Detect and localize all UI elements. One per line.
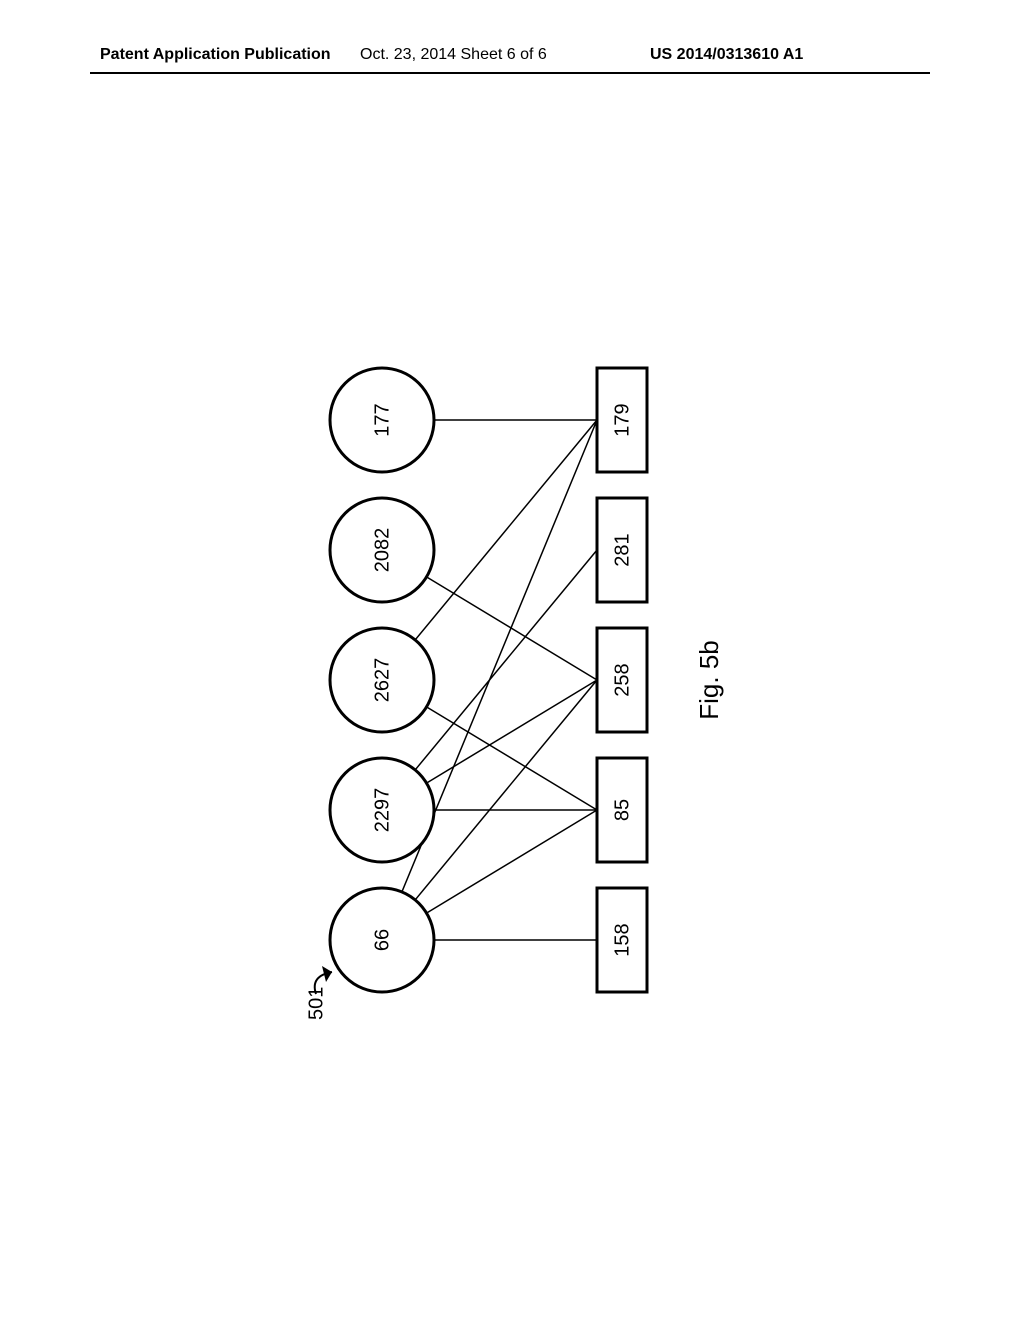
figure-rotated-group: 6622972627208217715885258281179501Fig. 5… <box>305 368 724 1020</box>
circle-node-label: 66 <box>371 929 393 951</box>
page-root: Patent Application Publication Oct. 23, … <box>0 0 1024 1320</box>
circle-node-label: 2297 <box>371 788 393 833</box>
rect-node-label: 179 <box>611 403 633 436</box>
graph-edge <box>415 420 597 640</box>
rect-node-label: 258 <box>611 663 633 696</box>
rect-node-label: 281 <box>611 533 633 566</box>
circle-node-label: 2627 <box>371 658 393 703</box>
graph-edge <box>415 680 597 900</box>
graph-edge <box>426 577 597 680</box>
graph-edge <box>426 810 597 913</box>
rect-node-label: 158 <box>611 923 633 956</box>
graph-edge <box>426 680 597 783</box>
patent-figure-diagram: 6622972627208217715885258281179501Fig. 5… <box>0 0 1024 1320</box>
graph-edge <box>415 550 597 770</box>
figure-caption: Fig. 5b <box>694 640 724 720</box>
rect-node-label: 85 <box>611 799 633 821</box>
graph-edge <box>426 707 597 810</box>
circle-node-label: 177 <box>371 403 393 436</box>
circle-node-label: 2082 <box>371 528 393 573</box>
